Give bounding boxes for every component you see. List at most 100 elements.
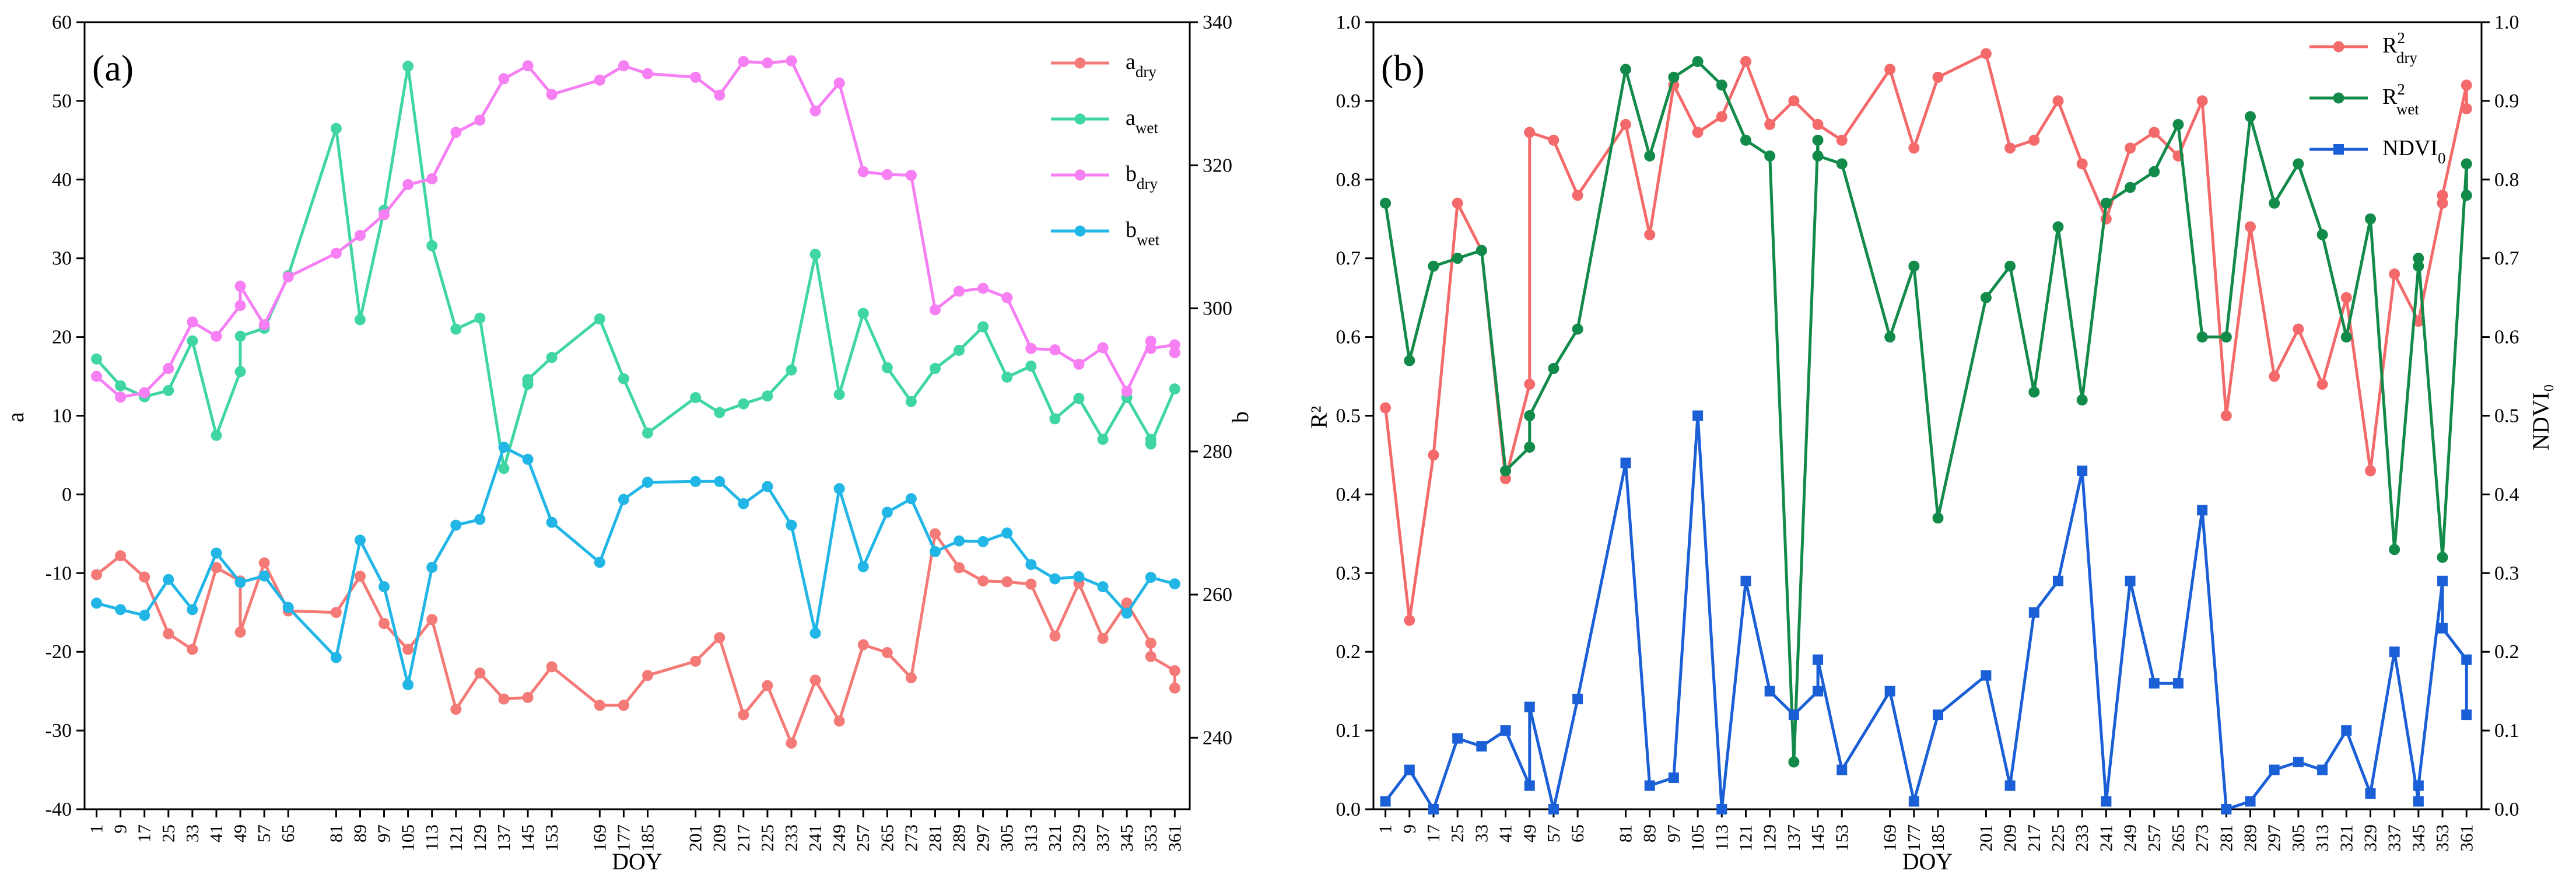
- point-b_wet: [402, 679, 414, 691]
- point-R2_wet: [2389, 544, 2400, 555]
- point-b_wet: [1073, 571, 1085, 582]
- point-b_dry: [282, 271, 294, 283]
- point-R2_wet: [2461, 190, 2472, 201]
- point-a_wet: [234, 330, 246, 342]
- y2-tick-label: 0.1: [2494, 720, 2519, 742]
- point-NDVI0: [1548, 804, 1559, 814]
- point-R2_wet: [2461, 158, 2472, 170]
- point-b_wet: [642, 477, 653, 488]
- point-b_dry: [402, 179, 414, 190]
- x-tick-label: 329: [2360, 824, 2380, 852]
- point-b_wet: [450, 519, 462, 531]
- x-tick-label: 113: [422, 824, 442, 851]
- point-R2_wet: [2028, 386, 2040, 398]
- point-R2_wet: [2340, 331, 2352, 343]
- point-R2_dry: [2220, 410, 2232, 421]
- legend-label-base: R: [2382, 85, 2398, 109]
- legend-label-sup: 2: [2397, 29, 2405, 47]
- x-tick-label: 289: [2240, 824, 2260, 852]
- x-tick-label: 241: [2095, 824, 2116, 852]
- point-a_dry: [594, 700, 605, 711]
- point-NDVI0: [1764, 686, 1775, 697]
- point-NDVI0: [1620, 457, 1631, 469]
- point-b_dry: [498, 73, 510, 85]
- point-R2_wet: [1428, 260, 1439, 272]
- point-b_dry: [115, 391, 127, 403]
- point-b_dry: [1097, 342, 1109, 354]
- point-R2_wet: [2052, 221, 2064, 233]
- x-tick-label: 257: [2144, 824, 2164, 852]
- point-a_dry: [1097, 632, 1109, 644]
- point-b_dry: [881, 169, 893, 180]
- point-b_dry: [354, 229, 366, 241]
- x-tick-label: 361: [2456, 824, 2476, 852]
- point-R2_wet: [2413, 253, 2424, 264]
- y-axis-title: a: [2, 412, 29, 422]
- x-tick-label: 17: [134, 824, 155, 842]
- x-tick-label: 233: [781, 824, 801, 852]
- point-NDVI0: [2437, 575, 2448, 586]
- x-tick-label: 209: [709, 824, 730, 852]
- point-NDVI0: [1813, 654, 1824, 665]
- point-b_wet: [187, 604, 198, 616]
- point-b_wet: [330, 652, 342, 663]
- x-tick-label: 129: [1760, 824, 1780, 852]
- point-b_wet: [354, 534, 366, 546]
- point-a_dry: [211, 562, 222, 574]
- point-R2_dry: [2245, 221, 2256, 233]
- x-tick-label: 97: [1663, 824, 1684, 842]
- legend-label-sub: dry: [1135, 63, 1156, 81]
- y-tick-label: -30: [45, 720, 72, 742]
- point-NDVI0: [1837, 764, 1848, 775]
- x-tick-label: 65: [278, 824, 298, 842]
- x-tick-label: 33: [1471, 824, 1491, 842]
- x-tick-label: 353: [2432, 824, 2452, 852]
- y2-tick-label: 260: [1203, 584, 1232, 606]
- x-tick-label: 25: [1447, 824, 1467, 842]
- point-b_wet: [163, 574, 174, 585]
- point-NDVI0: [1668, 772, 1679, 784]
- point-R2_dry: [2437, 190, 2448, 201]
- y2-tick-label: 0.7: [2494, 248, 2519, 270]
- point-R2_dry: [2149, 127, 2160, 138]
- point-b_dry: [905, 169, 917, 181]
- y-tick-label: 60: [52, 12, 72, 33]
- point-a_wet: [1169, 383, 1180, 395]
- x-tick-label: 137: [1783, 824, 1804, 852]
- y-tick-label: 0.3: [1336, 562, 1361, 584]
- x-tick-label: 225: [2048, 824, 2068, 852]
- series-line-R2_dry: [1384, 52, 2468, 622]
- point-a_wet: [642, 427, 653, 439]
- point-a_dry: [378, 618, 390, 630]
- point-b_wet: [1169, 578, 1180, 590]
- point-NDVI0: [1908, 796, 1919, 807]
- point-b_dry: [594, 74, 605, 86]
- point-b_wet: [954, 535, 965, 547]
- x-tick-label: 105: [398, 824, 418, 852]
- y2-tick-label: 0.3: [2494, 562, 2519, 584]
- x-tick-label: 241: [805, 824, 825, 852]
- point-a_wet: [450, 323, 462, 335]
- x-tick-label: 57: [1543, 824, 1564, 842]
- point-a_wet: [402, 61, 414, 72]
- x-tick-label: 337: [1092, 824, 1113, 852]
- point-NDVI0: [1452, 733, 1463, 744]
- point-NDVI0: [1500, 725, 1511, 736]
- point-R2_wet: [1548, 363, 1559, 375]
- point-a_wet: [618, 373, 629, 384]
- point-b_wet: [498, 441, 510, 453]
- point-R2_dry: [1716, 111, 1727, 123]
- point-R2_wet: [1500, 465, 1512, 477]
- point-b_dry: [91, 370, 103, 382]
- point-b_wet: [1001, 527, 1013, 539]
- legend-label-sub: wet: [1135, 119, 1158, 137]
- point-a_dry: [786, 737, 797, 749]
- y2-tick-label: 0.2: [2494, 641, 2519, 663]
- point-a_wet: [91, 353, 103, 365]
- point-a_dry: [426, 614, 438, 625]
- legend-label-base: NDVI: [2382, 136, 2438, 160]
- point-R2_wet: [2413, 260, 2424, 272]
- point-a_dry: [905, 672, 917, 684]
- point-R2_wet: [1764, 150, 1776, 162]
- x-tick-label: 41: [206, 824, 226, 842]
